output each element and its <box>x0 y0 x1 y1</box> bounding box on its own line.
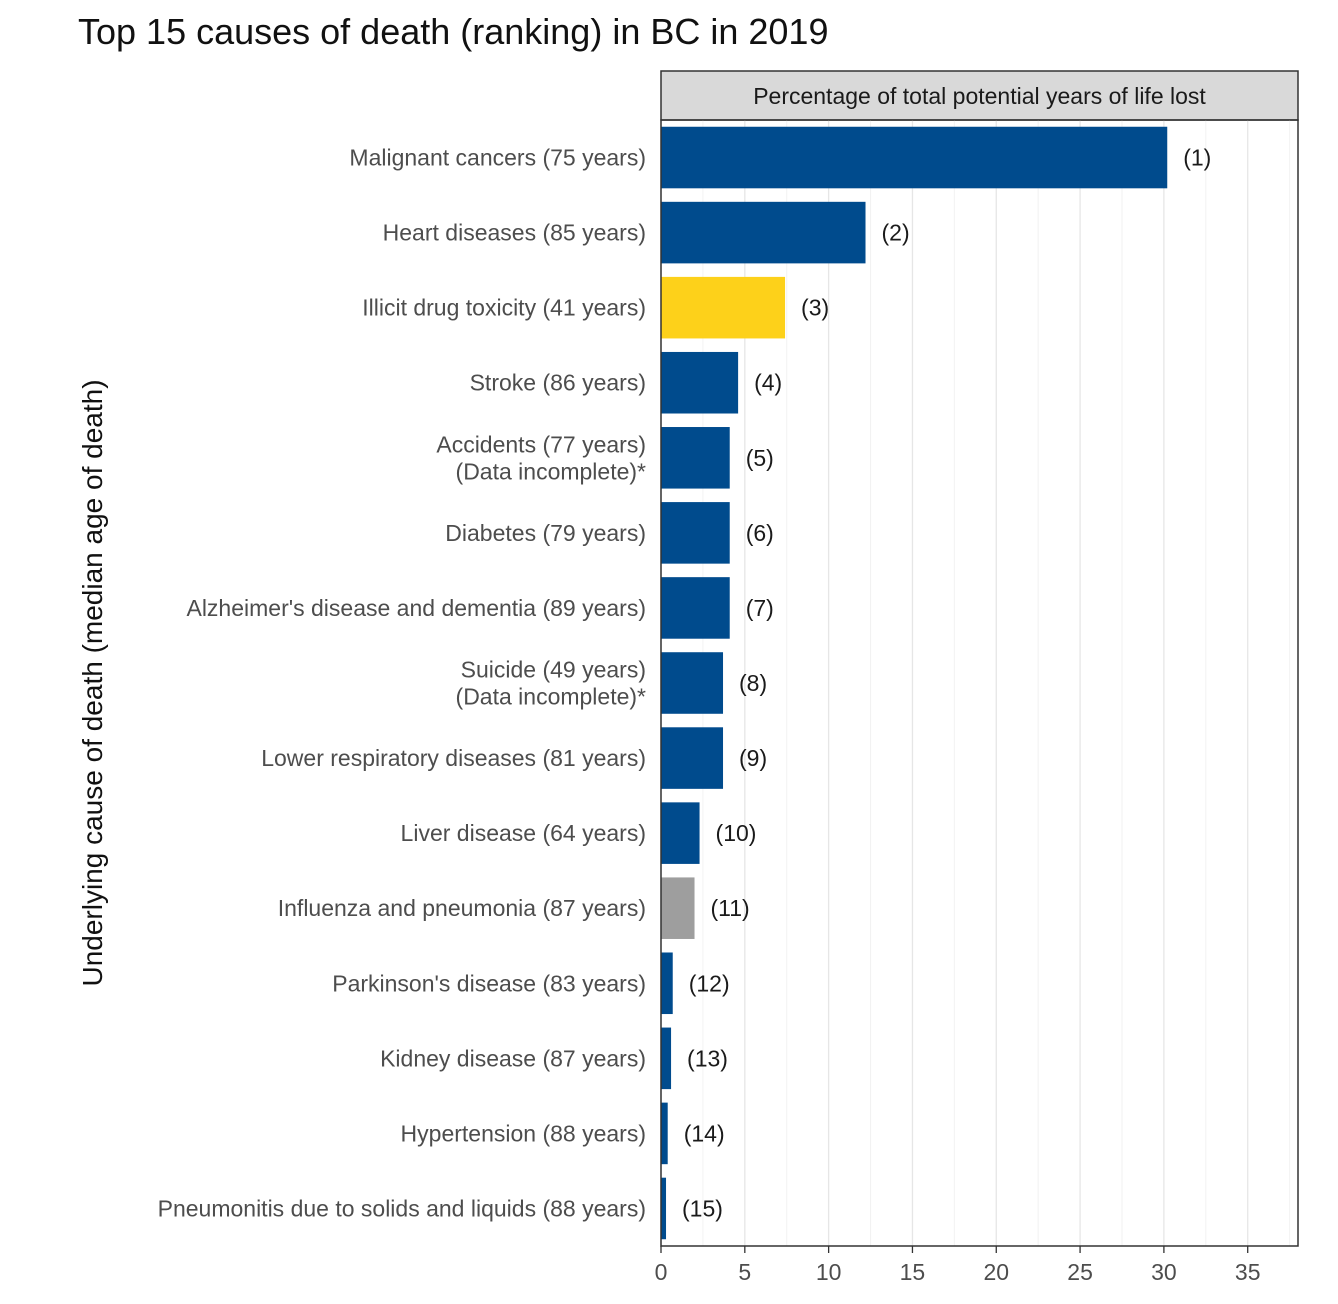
x-tick-label: 15 <box>900 1259 926 1285</box>
rank-label: (2) <box>882 220 910 246</box>
category-label: (Data incomplete)* <box>456 458 647 484</box>
x-tick-label: 10 <box>816 1259 842 1285</box>
rank-label: (8) <box>739 670 767 696</box>
bar <box>661 1027 672 1090</box>
rank-label: (9) <box>739 745 767 771</box>
category-label: Diabetes (79 years) <box>445 520 646 546</box>
category-label: Lower respiratory diseases (81 years) <box>261 745 646 771</box>
category-label: Pneumonitis due to solids and liquids (8… <box>158 1195 646 1221</box>
bars <box>661 126 1168 1240</box>
category-label: Heart diseases (85 years) <box>383 220 646 246</box>
category-label: Hypertension (88 years) <box>401 1120 646 1146</box>
plot-panel-border <box>660 119 1299 1247</box>
rank-label: (11) <box>711 895 750 921</box>
category-labels: Malignant cancers (75 years) Heart diseas… <box>158 145 646 1222</box>
rank-label: (6) <box>746 520 774 546</box>
category-label: Stroke (86 years) <box>470 370 646 396</box>
category-label: Malignant cancers (75 years) <box>349 145 646 171</box>
x-tick-label: 35 <box>1235 1259 1261 1285</box>
rank-label: (13) <box>687 1045 728 1071</box>
category-label: Liver disease (64 years) <box>401 820 646 846</box>
rank-label: (15) <box>682 1195 723 1221</box>
bar <box>661 802 700 864</box>
bar <box>661 351 739 414</box>
bar <box>661 727 724 789</box>
category-label: Accidents (77 years) <box>436 431 646 457</box>
y-axis-title: Underlying cause of death (median age of… <box>77 379 108 986</box>
bar <box>661 427 730 489</box>
x-tick-label: 5 <box>738 1259 751 1285</box>
bar <box>661 201 866 264</box>
bar <box>661 1177 667 1240</box>
bar <box>661 577 730 639</box>
category-label: Parkinson's disease (83 years) <box>332 970 646 996</box>
category-label: Suicide (49 years) <box>461 657 646 683</box>
category-label: Kidney disease (87 years) <box>380 1045 646 1071</box>
bar <box>661 877 695 939</box>
facet-strip-background <box>660 70 1299 121</box>
rank-label: (12) <box>689 970 730 996</box>
rank-labels: (1) (2) (3) (4) (5) (6) (7) (8) (9) (10) (11) (12) (… <box>682 145 1211 1222</box>
rank-label: (3) <box>801 295 829 321</box>
x-axis: 0 5 10 15 20 25 30 35 <box>655 1246 1261 1285</box>
category-label: (Data incomplete)* <box>456 684 647 710</box>
x-tick-label: 30 <box>1151 1259 1177 1285</box>
category-label: Illicit drug toxicity (41 years) <box>362 295 646 321</box>
rank-label: (14) <box>684 1120 725 1146</box>
rank-label: (7) <box>746 595 774 621</box>
category-label: Alzheimer's disease and dementia (89 yea… <box>186 595 646 621</box>
facet-strip-label: Percentage of total potential years of l… <box>753 83 1206 109</box>
rank-label: (5) <box>746 445 774 471</box>
category-label: Influenza and pneumonia (87 years) <box>278 895 646 921</box>
facet-strip: Percentage of total potential years of l… <box>660 70 1299 121</box>
rank-label: (1) <box>1183 145 1211 171</box>
bar <box>661 1102 668 1165</box>
bar <box>661 502 730 564</box>
rank-label: (4) <box>754 370 782 396</box>
rank-label: (10) <box>716 820 757 846</box>
bar <box>661 652 724 714</box>
bar <box>661 126 1168 189</box>
chart-title: Top 15 causes of death (ranking) in BC i… <box>78 11 828 52</box>
x-tick-label: 25 <box>1067 1259 1093 1285</box>
x-tick-label: 20 <box>983 1259 1009 1285</box>
x-tick-label: 0 <box>655 1259 668 1285</box>
bar <box>661 276 786 339</box>
bar <box>661 952 673 1015</box>
